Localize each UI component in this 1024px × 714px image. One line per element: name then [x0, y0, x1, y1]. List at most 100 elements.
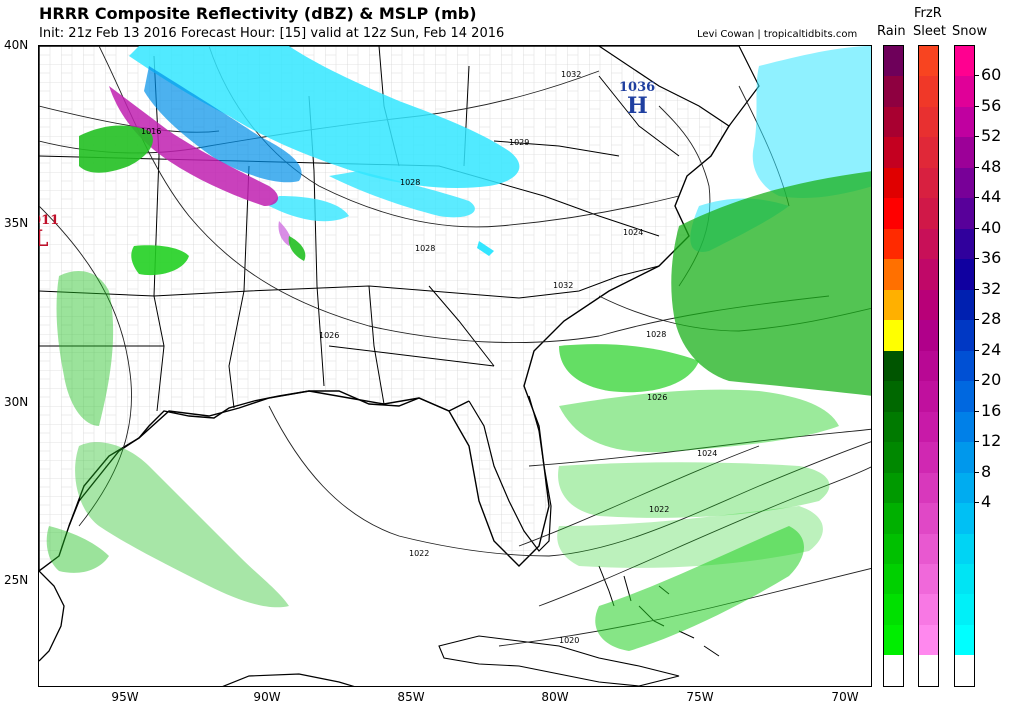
legend-color-swatch	[955, 411, 974, 443]
legend-tick-label: 12	[981, 431, 1002, 451]
legend-color-swatch	[955, 198, 974, 229]
legend-color-swatch	[955, 472, 974, 504]
legend-tick-label: 4	[981, 492, 992, 512]
legend-tick-label: 36	[981, 248, 1002, 268]
isobar-label: 1032	[553, 281, 573, 290]
legend-color-swatch	[884, 472, 903, 504]
chart-subtitle: Init: 21z Feb 13 2016 Forecast Hour: [15…	[39, 26, 505, 41]
lon-label-70w: 70W	[831, 690, 859, 704]
legend-color-swatch	[919, 533, 938, 564]
legend-color-swatch	[955, 106, 974, 138]
isobar-label: 1020	[559, 636, 579, 645]
legend-snow-colorbar	[954, 45, 975, 687]
yucatan-coast	[222, 673, 355, 686]
legend-color-swatch	[884, 503, 903, 534]
legend-color-swatch	[955, 46, 974, 77]
legend-tick-mark	[975, 349, 979, 351]
isobar-label: 1016	[141, 127, 161, 136]
legend-tick-label: 24	[981, 339, 1002, 359]
legend-header-sleet: Sleet	[913, 24, 946, 39]
legend-tick-mark	[975, 166, 979, 168]
lat-label-30n: 30N	[4, 395, 29, 409]
legend-color-swatch	[884, 167, 903, 199]
gulf-coast	[68, 390, 470, 527]
legend-color-swatch	[955, 655, 974, 686]
legend-tick-mark	[975, 136, 979, 138]
legend-color-swatch	[884, 594, 903, 625]
legend-tick-label: 48	[981, 156, 1002, 176]
legend-tick-mark	[975, 75, 979, 77]
legend-color-swatch	[955, 563, 974, 595]
legend-color-swatch	[919, 137, 938, 168]
legend-color-swatch	[919, 167, 938, 199]
legend-tick-mark	[975, 288, 979, 290]
precip-frzr-region	[109, 86, 291, 246]
isobar-label: 1029	[509, 138, 529, 147]
legend-color-swatch	[955, 76, 974, 107]
legend-color-swatch	[955, 259, 974, 290]
chart-title: HRRR Composite Reflectivity (dBZ) & MSLP…	[39, 4, 477, 23]
legend-color-swatch	[884, 350, 903, 382]
legend-tick-label: 56	[981, 95, 1002, 115]
legend-color-swatch	[884, 76, 903, 107]
legend-color-swatch	[884, 137, 903, 168]
legend-tick-mark	[975, 319, 979, 321]
legend-color-swatch	[919, 46, 938, 77]
legend-color-swatch	[919, 442, 938, 473]
legend-tick-mark	[975, 502, 979, 504]
legend-color-swatch	[884, 106, 903, 138]
legend-color-swatch	[884, 411, 903, 443]
legend-color-swatch	[919, 106, 938, 138]
map-canvas: 1032 1016 1029 1028 1028 1024 1032 1026 …	[39, 46, 871, 686]
lon-label-85w: 85W	[397, 690, 425, 704]
low-pressure-value: 1011	[39, 213, 59, 228]
legend-color-swatch	[884, 533, 903, 564]
low-pressure-letter: L	[39, 226, 48, 252]
legend-tick-label: 20	[981, 370, 1002, 390]
legend-frzr-sleet-colorbar	[918, 45, 939, 687]
legend-color-swatch	[919, 503, 938, 534]
legend-tick-label: 32	[981, 278, 1002, 298]
legend-tick-mark	[975, 197, 979, 199]
legend-color-swatch	[955, 228, 974, 260]
lon-label-95w: 95W	[111, 690, 139, 704]
legend-tick-mark	[975, 258, 979, 260]
isobar-label: 1024	[697, 449, 717, 458]
legend-color-swatch	[884, 563, 903, 595]
legend-color-swatch	[884, 655, 903, 686]
high-pressure-value: 1036	[619, 80, 655, 95]
legend-tick-label: 52	[981, 126, 1002, 146]
legend-color-swatch	[884, 259, 903, 290]
legend-color-swatch	[919, 289, 938, 321]
legend-header-frzr: FrzR	[914, 6, 942, 21]
legend-color-swatch	[955, 350, 974, 382]
legend-color-swatch	[955, 381, 974, 412]
isobar-label: 1026	[647, 393, 667, 402]
legend-tick-mark	[975, 441, 979, 443]
legend-color-swatch	[919, 655, 938, 686]
legend-color-swatch	[919, 594, 938, 625]
isobar-label: 1032	[561, 70, 581, 79]
legend-tick-label: 16	[981, 400, 1002, 420]
lat-label-40n: 40N	[4, 38, 29, 52]
legend-color-swatch	[884, 228, 903, 260]
legend-color-swatch	[884, 289, 903, 321]
mexico-coast	[39, 570, 65, 662]
legend-color-swatch	[955, 624, 974, 656]
map-panel: 1032 1016 1029 1028 1028 1024 1032 1026 …	[38, 45, 872, 687]
legend-header-snow: Snow	[952, 24, 988, 39]
legend-color-swatch	[955, 503, 974, 534]
legend-tick-label: 28	[981, 309, 1002, 329]
legend-color-swatch	[955, 533, 974, 564]
legend-color-swatch	[884, 46, 903, 77]
lon-label-90w: 90W	[253, 690, 281, 704]
isobar-label: 1024	[623, 228, 643, 237]
isobar-label: 1028	[646, 330, 666, 339]
lat-label-25n: 25N	[4, 573, 29, 587]
legend-color-swatch	[919, 76, 938, 107]
legend-color-swatch	[884, 320, 903, 351]
legend-color-swatch	[955, 167, 974, 199]
pressure-centers: 1036 H 1011 L	[39, 80, 655, 252]
isobar-labels: 1032 1016 1029 1028 1028 1024 1032 1026 …	[141, 70, 717, 645]
legend-color-swatch	[919, 228, 938, 260]
